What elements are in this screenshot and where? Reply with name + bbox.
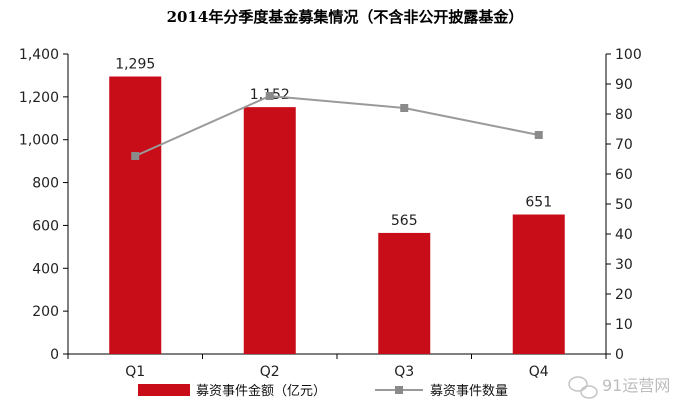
y-left-tick-label: 400 [32,261,59,277]
bar [512,214,565,354]
y-right-tick-label: 0 [615,347,624,363]
y-right-tick-label: 20 [615,287,633,303]
bar-data-label: 651 [525,195,552,211]
x-tick-label: Q4 [529,364,549,380]
y-left-tick-label: 0 [50,347,59,363]
y-left-tick-label: 600 [32,218,59,234]
wechat-icon [568,376,598,399]
y-right-tick-label: 10 [615,317,633,333]
bar [243,107,296,355]
y-right-tick-label: 40 [615,227,633,243]
x-tick-label: Q3 [394,364,414,380]
bar-data-labels: 1,2951,152565651 [115,57,552,229]
line-series [131,92,543,160]
watermark-text: 91运营网 [602,376,670,395]
y-right-tick-label: 50 [615,197,633,213]
y-right-tick-label: 30 [615,257,633,273]
x-tick-label: Q1 [125,364,145,380]
legend: 募资事件金额（亿元） 募资事件数量 [138,383,508,399]
y-left-tick-label: 1,000 [19,133,59,149]
axes: 0 200 400 600 800 1,000 1,200 1,400 0 10 20 30 40 50 6… [19,47,642,363]
bar [109,76,162,354]
bar-series [109,76,565,355]
bar-data-label: 1,295 [115,57,155,73]
y-right-tick-label: 90 [615,77,633,93]
y-left-tick-label: 800 [32,176,59,192]
legend-label-line: 募资事件数量 [430,384,508,399]
line-point [534,131,543,139]
y-right-tick-label: 60 [615,167,633,183]
y-right-tick-label: 70 [615,137,633,153]
y-left-tick-label: 1,400 [19,47,59,63]
bar [378,232,431,354]
series-line [134,94,539,157]
line-point [131,152,140,160]
watermark: 91运营网 [568,376,670,399]
legend-label-bar: 募资事件金额（亿元） [196,383,326,399]
x-tick-labels: Q1 Q2 Q3 Q4 [125,364,549,380]
y-right-tick-label: 80 [615,107,633,123]
line-point [265,92,274,100]
x-tick-label: Q2 [260,364,280,380]
y-left-tick-label: 200 [32,304,59,320]
legend-swatch-bar [138,384,190,396]
line-point [400,104,409,112]
chart-title: 2014年分季度基金募集情况（不含非公开披露基金） [167,8,524,26]
bar-data-label: 565 [391,213,418,229]
y-right-tick-label: 100 [615,47,642,63]
y-left-tick-label: 1,200 [19,90,59,106]
legend-swatch-marker [395,386,403,394]
